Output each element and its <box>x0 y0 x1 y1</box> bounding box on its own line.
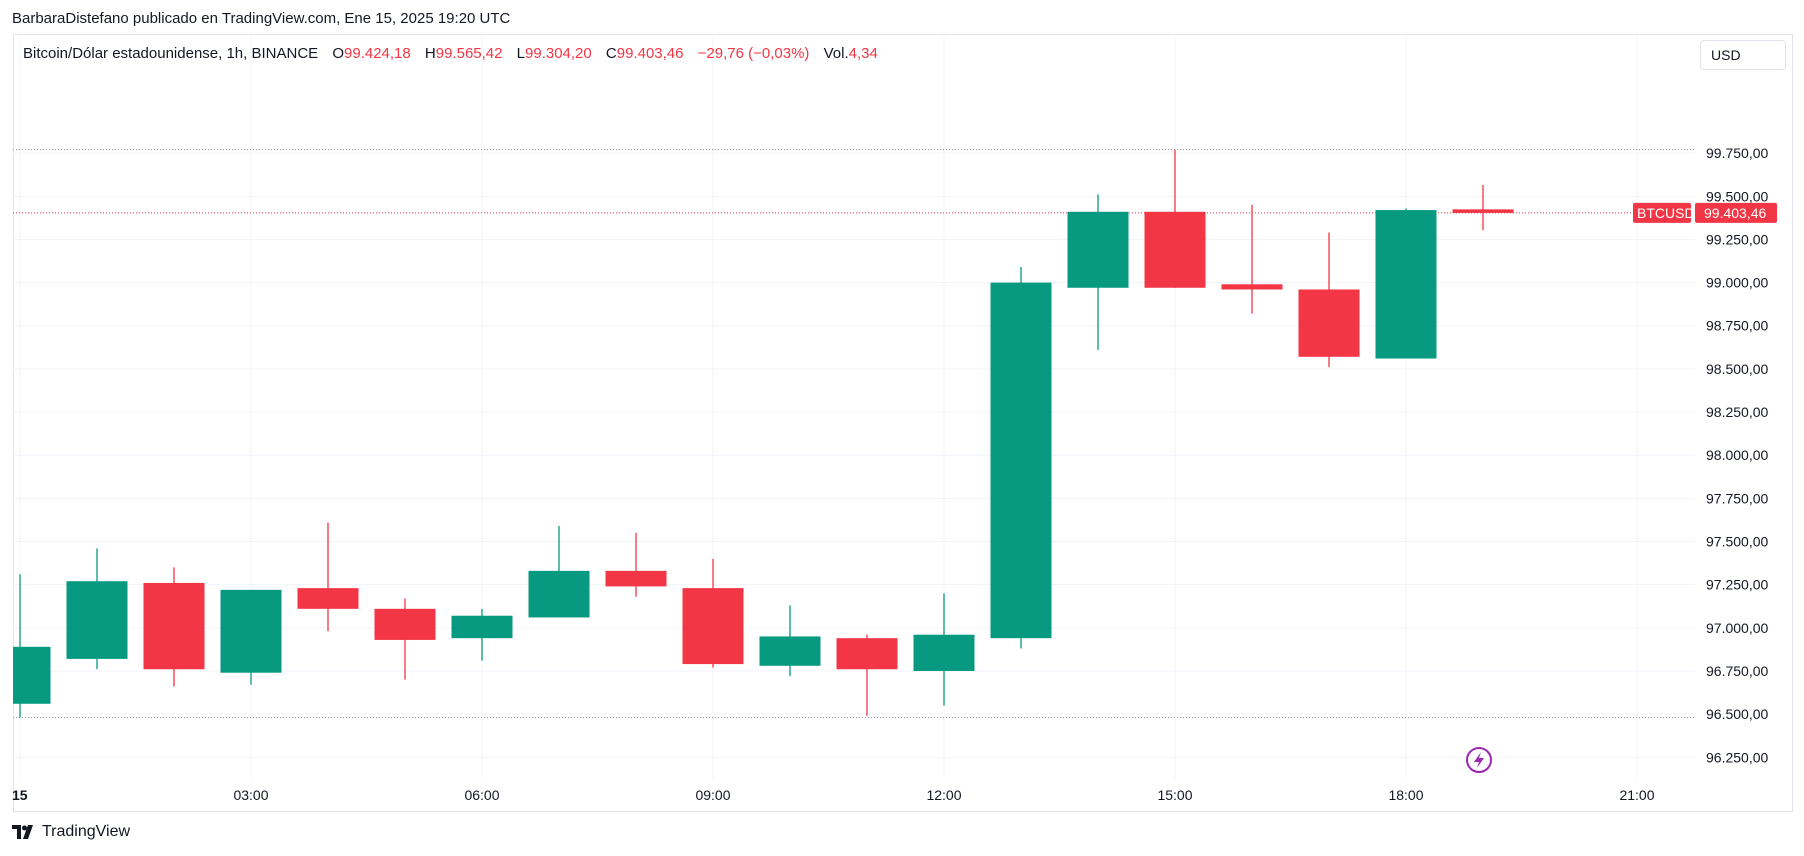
time-axis[interactable]: 15 03:00 06:00 09:00 12:00 15:00 18:00 21:00 <box>12 787 1655 803</box>
y-tick-label: 96.500,00 <box>1706 706 1768 722</box>
y-tick-label: 99.000,00 <box>1706 275 1768 291</box>
candle-body <box>1298 289 1360 357</box>
legend-high-value: 99.565,42 <box>435 45 503 62</box>
tradingview-brand[interactable]: TradingView <box>12 823 130 841</box>
x-tick-label: 21:00 <box>1619 787 1654 803</box>
candle-body <box>1221 284 1283 290</box>
last-price-tag: BTCUSD 99.403,46 <box>1633 202 1777 223</box>
legend-symbol[interactable]: Bitcoin/Dólar estadounidense, 1h, BINANC… <box>23 45 319 62</box>
chart-frame <box>13 34 1793 812</box>
price-tag-symbol-box <box>1633 202 1691 223</box>
price-tag-symbol: BTCUSD <box>1637 205 1695 221</box>
legend-close-label: C <box>605 45 617 62</box>
candle-body <box>1067 211 1129 288</box>
candle-body <box>66 581 128 659</box>
x-tick-label: 15 <box>12 787 28 803</box>
y-tick-label: 97.750,00 <box>1706 490 1768 506</box>
legend-change: −29,76 (−0,03%) <box>697 45 810 62</box>
price-tag-value-box <box>1695 202 1777 223</box>
x-tick-label: 06:00 <box>464 787 499 803</box>
y-tick-label: 96.750,00 <box>1706 663 1768 679</box>
candle-body <box>1452 209 1514 213</box>
candle-body <box>220 589 282 673</box>
y-tick-label: 98.500,00 <box>1706 361 1768 377</box>
legend-volume-value: 4,34 <box>848 45 878 62</box>
candle-body <box>836 638 898 670</box>
price-axis[interactable]: 96.250,00 96.500,00 96.750,00 97.000,00 97.2… <box>1706 145 1768 765</box>
candle-body <box>913 634 975 671</box>
candle-body <box>297 588 359 609</box>
candle-body <box>451 615 513 639</box>
price-tag-value: 99.403,46 <box>1704 205 1766 221</box>
y-tick-label: 99.500,00 <box>1706 188 1768 204</box>
candle-body <box>1375 210 1437 359</box>
x-tick-label: 18:00 <box>1388 787 1423 803</box>
x-tick-label: 09:00 <box>695 787 730 803</box>
candle-body <box>528 570 590 618</box>
y-tick-label: 96.250,00 <box>1706 749 1768 765</box>
candle-body <box>143 582 205 670</box>
legend-open-label: O <box>332 45 345 62</box>
legend-low-value: 99.304,20 <box>525 45 592 62</box>
legend-high-label: H <box>424 45 436 62</box>
x-tick-label: 12:00 <box>926 787 961 803</box>
y-tick-label: 97.500,00 <box>1706 534 1768 550</box>
legend-low-label: L <box>516 45 526 62</box>
legend-volume-label: Vol. <box>823 45 849 62</box>
candle-body <box>605 570 667 587</box>
brand-name: TradingView <box>42 823 131 840</box>
ohlc-legend: Bitcoin/Dólar estadounidense, 1h, BINANC… <box>23 45 878 62</box>
candle-body <box>682 588 744 665</box>
x-tick-label: 15:00 <box>1157 787 1192 803</box>
candle-body <box>1144 211 1206 288</box>
legend-close-value: 99.403,46 <box>616 45 684 62</box>
lightning-bolt-icon[interactable] <box>1466 747 1492 773</box>
currency-selector[interactable]: USD <box>1700 40 1786 70</box>
y-tick-label: 97.000,00 <box>1706 620 1768 636</box>
legend-open-value: 99.424,18 <box>344 45 411 62</box>
candle-body <box>374 608 436 640</box>
publication-caption: BarbaraDistefano publicado en TradingVie… <box>12 10 511 27</box>
y-tick-label: 97.250,00 <box>1706 577 1768 593</box>
y-tick-label: 98.000,00 <box>1706 447 1768 463</box>
candle-body <box>759 636 821 666</box>
y-tick-label: 98.250,00 <box>1706 404 1768 420</box>
y-tick-label: 99.250,00 <box>1706 231 1768 247</box>
tradingview-logo-icon <box>12 825 33 839</box>
y-tick-label: 99.750,00 <box>1706 145 1768 161</box>
candle-body <box>990 282 1052 639</box>
candle-layer <box>13 149 1514 718</box>
y-tick-label: 98.750,00 <box>1706 318 1768 334</box>
x-tick-label: 03:00 <box>233 787 268 803</box>
candle-body <box>13 646 51 704</box>
